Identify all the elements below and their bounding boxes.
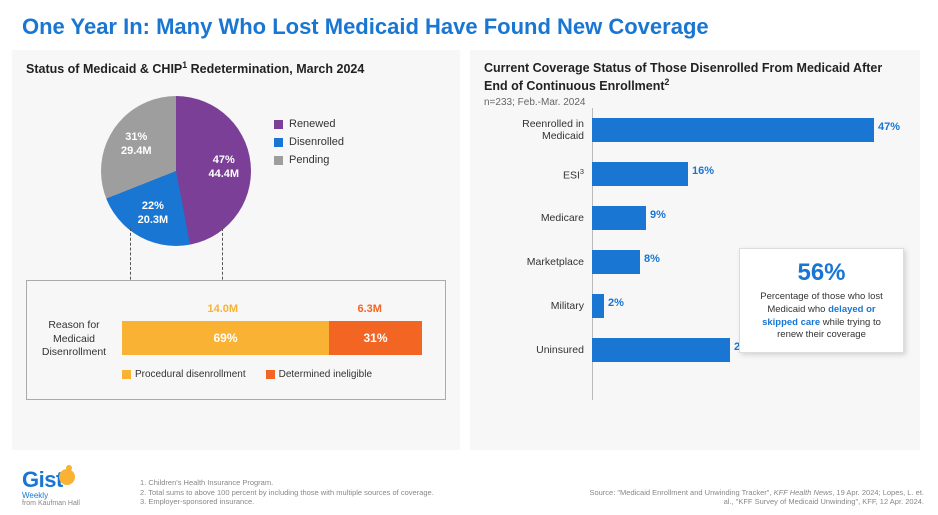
- right-panel-subtitle: n=233; Feb.-Mar. 2024: [484, 97, 906, 108]
- bar-value: 16%: [692, 165, 714, 177]
- pie-label-disenrolled: 22%20.3M: [129, 199, 177, 228]
- reason-title: Reason for Medicaid Disenrollment: [37, 319, 111, 360]
- footer: Gist Weekly from Kaufman Hall 1. Childre…: [0, 465, 938, 515]
- footnote: 1. Children's Health Insurance Program.: [140, 478, 434, 488]
- pie-label-renewed: 47%44.4M: [200, 153, 248, 182]
- pie-chart: 47%44.4M 22%20.3M 31%29.4M Renewed Disenr…: [26, 78, 446, 268]
- right-panel: Current Coverage Status of Those Disenro…: [470, 50, 920, 450]
- bar-track: 47%: [592, 118, 906, 142]
- bar-value: 8%: [644, 253, 660, 265]
- bar-fill: [592, 294, 604, 318]
- reason-legend-item: Determined ineligible: [266, 369, 372, 380]
- reason-segment: 69%: [122, 321, 329, 355]
- bar-fill: [592, 250, 640, 274]
- bar-row: Medicare 9%: [484, 196, 906, 240]
- logo-brand: Gist: [22, 467, 63, 492]
- left-panel-title: Status of Medicaid & CHIP1 Redeterminati…: [26, 60, 446, 78]
- footnotes: 1. Children's Health Insurance Program.2…: [140, 478, 434, 507]
- legend-item: Pending: [274, 154, 344, 166]
- callout-box: 56% Percentage of those who lost Medicai…: [739, 248, 904, 353]
- reason-count-0: 14.0M: [208, 303, 239, 315]
- logo-dot-icon: [66, 465, 72, 471]
- reason-count-1: 6.3M: [358, 303, 382, 315]
- logo-line1: Weekly: [22, 491, 80, 500]
- left-panel: Status of Medicaid & CHIP1 Redeterminati…: [12, 50, 460, 450]
- bar-fill: [592, 338, 730, 362]
- pie-legend: Renewed Disenrolled Pending: [274, 118, 344, 172]
- logo-dot-icon: [59, 469, 75, 485]
- callout-text: Percentage of those who lost Medicaid wh…: [750, 291, 893, 342]
- footnote: 2. Total sums to above 100 percent by in…: [140, 488, 434, 498]
- legend-item: Renewed: [274, 118, 344, 130]
- bar-label: ESI3: [484, 167, 592, 182]
- reason-segment: 31%: [329, 321, 422, 355]
- right-panel-title: Current Coverage Status of Those Disenro…: [484, 60, 906, 95]
- bar-label: Uninsured: [484, 344, 592, 356]
- logo: Gist Weekly from Kaufman Hall: [22, 467, 80, 507]
- logo-line2: from Kaufman Hall: [22, 500, 80, 507]
- bar-track: 9%: [592, 206, 906, 230]
- bar-track: 16%: [592, 162, 906, 186]
- panels: Status of Medicaid & CHIP1 Redeterminati…: [0, 50, 938, 450]
- reason-box: Reason for Medicaid Disenrollment 69%31%…: [26, 280, 446, 400]
- pie-label-pending: 31%29.4M: [112, 130, 160, 159]
- legend-item: Disenrolled: [274, 136, 344, 148]
- bar-label: Marketplace: [484, 256, 592, 268]
- bar-row: ESI3 16%: [484, 152, 906, 196]
- bar-value: 9%: [650, 209, 666, 221]
- bar-label: Reenrolled in Medicaid: [484, 118, 592, 142]
- footnote: 3. Employer-sponsored insurance.: [140, 497, 434, 507]
- callout-value: 56%: [750, 259, 893, 287]
- bar-label: Medicare: [484, 212, 592, 224]
- source-citation: Source: "Medicaid Enrollment and Unwindi…: [584, 488, 924, 508]
- bar-value: 2%: [608, 297, 624, 309]
- bar-value: 47%: [878, 121, 900, 133]
- reason-bar: 69%31%: [122, 321, 422, 355]
- bar-fill: [592, 206, 646, 230]
- reason-legend-item: Procedural disenrollment: [122, 369, 246, 380]
- bar-fill: [592, 118, 874, 142]
- page-title: One Year In: Many Who Lost Medicaid Have…: [0, 0, 938, 50]
- bar-fill: [592, 162, 688, 186]
- reason-legend: Procedural disenrollment Determined ineli…: [122, 369, 372, 380]
- bar-label: Military: [484, 300, 592, 312]
- bar-row: Reenrolled in Medicaid 47%: [484, 108, 906, 152]
